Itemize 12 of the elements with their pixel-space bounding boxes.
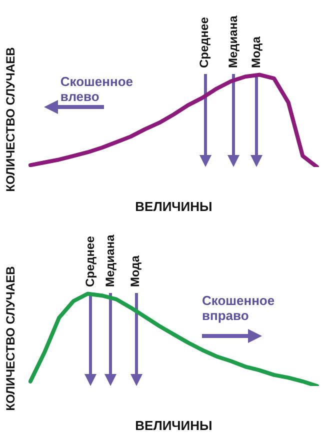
text: Медиана: [102, 234, 117, 287]
x-axis-title: ВЕЛИЧИНЫ: [135, 418, 212, 433]
text: Мода: [248, 36, 263, 68]
annotation: Скошенное вправо: [202, 293, 276, 323]
x-axis-title: ВЕЛИЧИНЫ: [135, 198, 212, 214]
y-axis-title: КОЛИЧЕСТВО СЛУЧАЕВ: [4, 266, 18, 411]
y-axis-title: КОЛИЧЕСТВО СЛУЧАЕВ: [4, 46, 18, 192]
text: Медиана: [226, 16, 240, 68]
annotation: Скошенное влево: [60, 74, 134, 104]
text: Среднее: [82, 236, 97, 287]
text: Мода: [128, 256, 142, 287]
text: Среднее: [197, 17, 212, 68]
